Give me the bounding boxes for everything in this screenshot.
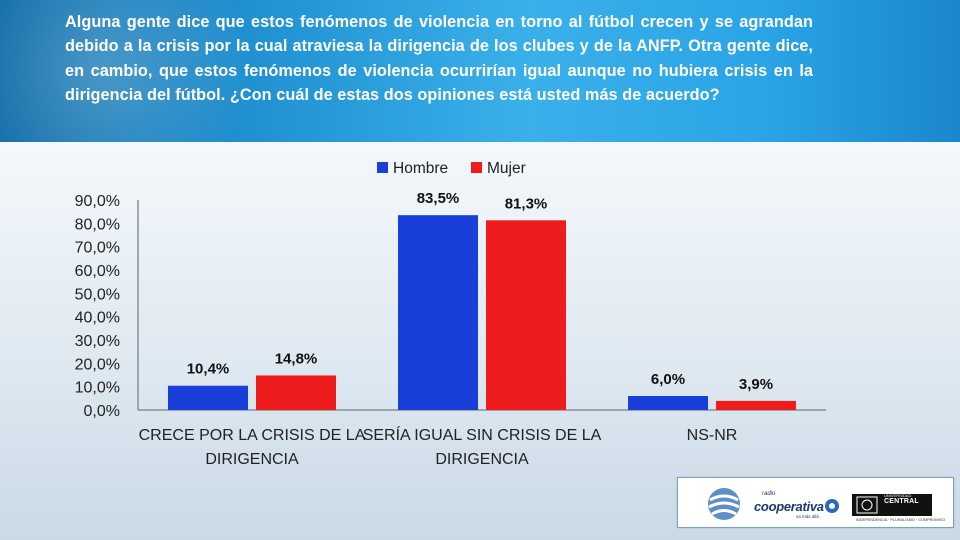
cooperativa-wordmark: cooperativa — [754, 499, 824, 514]
y-tick-label: 40,0% — [75, 310, 120, 327]
data-label: 83,5% — [417, 190, 460, 207]
legend-label-hombre: Hombre — [393, 160, 448, 177]
sponsor-logos: radio cooperativa va más allá UNIVERSIDA… — [677, 477, 954, 528]
category-label: NS-NR — [687, 427, 738, 444]
bar-mujer — [716, 400, 796, 410]
university-name: CENTRAL — [884, 498, 919, 505]
legend-swatch-hombre — [377, 162, 388, 173]
legend-label-mujer: Mujer — [487, 160, 526, 177]
cooperativa-mark-icon — [825, 499, 839, 513]
university-header: UNIVERSIDAD — [884, 493, 912, 498]
bar-chart: 90,0% 80,0% 70,0% 60,0% 50,0% 40,0% 30,0% 20,0%… — [75, 160, 826, 468]
cooperativa-tagline: va más allá — [796, 514, 819, 519]
header-glow — [0, 0, 260, 142]
bar-hombre — [168, 385, 248, 410]
survey-question: Alguna gente dice que estos fenómenos de… — [65, 13, 813, 104]
cooperativa-globe-icon — [708, 488, 740, 520]
y-tick-label: 20,0% — [75, 356, 120, 373]
y-tick-label: 60,0% — [75, 263, 120, 280]
university-logo-block — [852, 494, 932, 516]
bar-hombre — [628, 396, 708, 410]
bar-mujer — [256, 375, 336, 410]
cooperativa-small-label: radio — [762, 491, 776, 497]
data-label: 3,9% — [739, 376, 773, 393]
y-tick-label: 70,0% — [75, 240, 120, 257]
y-tick-label: 80,0% — [75, 216, 120, 233]
y-tick-label: 10,0% — [75, 380, 120, 397]
data-label: 81,3% — [505, 195, 548, 212]
legend-swatch-mujer — [471, 162, 482, 173]
chart-area: 90,0% 80,0% 70,0% 60,0% 50,0% 40,0% 30,0% 20,0%… — [0, 142, 960, 540]
y-tick-label: 50,0% — [75, 286, 120, 303]
category-label: DIRIGENCIA — [205, 451, 299, 468]
bar-hombre — [398, 215, 478, 410]
category-label: CRECE POR LA CRISIS DE LA — [139, 427, 366, 444]
category-label: DIRIGENCIA — [435, 451, 529, 468]
y-tick-label: 90,0% — [75, 193, 120, 210]
university-emblem-icon — [856, 496, 878, 514]
y-tick-label: 30,0% — [75, 333, 120, 350]
category-label: SERÍA IGUAL SIN CRISIS DE LA — [363, 425, 602, 444]
data-label: 14,8% — [275, 350, 318, 367]
y-tick-label: 0,0% — [84, 403, 120, 420]
bar-mujer — [486, 220, 566, 410]
university-motto: INDEPENDENCIA · PLURALISMO · COMPROMISO — [856, 518, 946, 522]
data-label: 6,0% — [651, 371, 685, 388]
data-label: 10,4% — [187, 361, 230, 378]
header-banner: Alguna gente dice que estos fenómenos de… — [0, 0, 960, 142]
